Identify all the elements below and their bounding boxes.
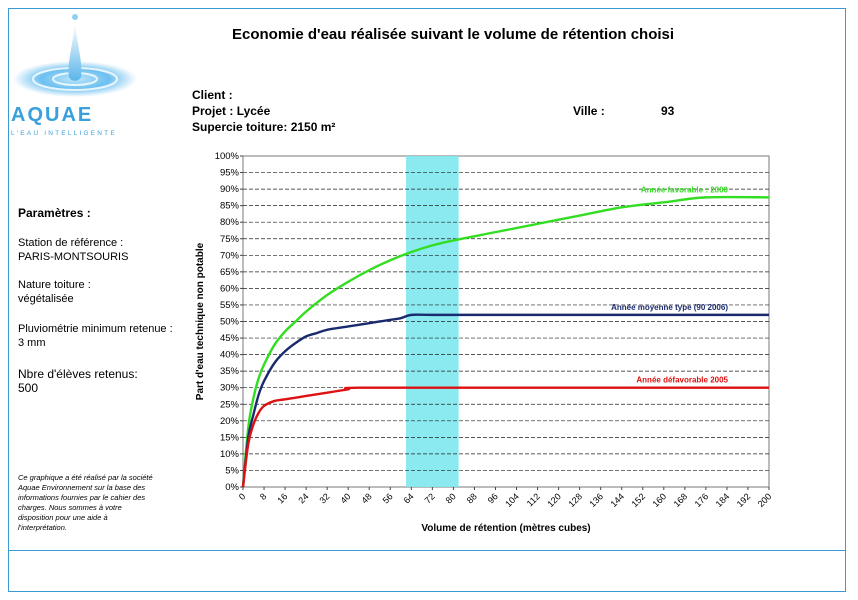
page-title: Economie d'eau réalisée suivant le volum… [232,26,675,43]
x-tick-label: 0 [237,491,248,502]
y-tick-label: 25% [220,399,240,410]
legend-label-1: Année moyenne type (90 2006) [611,303,728,312]
x-tick-label: 160 [651,491,669,509]
x-tick-label: 200 [756,491,774,509]
eleves-param: Nbre d'élèves retenus: 500 [18,367,138,395]
ville-value: 93 [661,104,675,118]
brand-name: AQUAE [11,104,93,126]
y-tick-label: 70% [220,250,240,261]
footer-divider [8,550,846,551]
x-tick-label: 144 [608,491,626,509]
x-tick-label: 72 [423,491,437,505]
legend-label-0: Année favorable : 2000 [641,185,729,194]
x-tick-label: 152 [629,491,647,509]
pluvio-label: Pluviométrie minimum retenue : [18,323,173,335]
x-tick-label: 168 [672,491,690,509]
params-title: Paramètres : [18,206,91,220]
water-drop-icon: AQUAE L'EAU INTELLIGENTE [11,14,137,137]
x-tick-label: 24 [296,491,310,505]
x-tick-label: 104 [503,491,521,509]
y-tick-label: 15% [220,432,240,443]
x-tick-label: 184 [714,491,732,509]
x-tick-label: 48 [360,491,374,505]
series-line-2 [241,386,769,488]
y-tick-label: 30% [220,383,240,394]
x-tick-label: 16 [275,491,289,505]
client-label: Client : [192,88,233,102]
series-line-1 [241,313,769,488]
series-line-0 [241,195,770,488]
eleves-value: 500 [18,381,39,395]
x-tick-label: 64 [402,491,416,505]
x-tick-label: 136 [587,491,605,509]
toiture-param: Nature toiture : végétalisée [18,278,91,306]
x-tick-label: 120 [545,491,563,509]
y-tick-label: 45% [220,333,240,344]
brand-logo: AQUAE L'EAU INTELLIGENTE [9,9,147,141]
station-value: PARIS-MONTSOURIS [18,251,129,263]
y-tick-label: 85% [220,201,240,212]
y-tick-label: 50% [220,317,240,328]
surface-value: 2150 m² [290,120,336,134]
disclaimer-note: Ce graphique a été réalisé par la sociét… [18,473,153,532]
y-tick-label: 80% [220,217,240,228]
x-tick-label: 192 [735,491,753,509]
eleves-label: Nbre d'élèves retenus: [18,367,138,381]
y-tick-label: 20% [220,416,240,427]
projet-value: Lycée [236,104,271,118]
ville-label: Ville : [573,104,605,118]
x-tick-label: 128 [566,491,584,509]
x-axis-label: Volume de rétention (mètres cubes) [421,523,590,534]
y-tick-label: 55% [220,300,240,311]
y-tick-label: 90% [220,184,240,195]
pluvio-value: 3 mm [18,337,46,349]
y-tick-label: 65% [220,267,240,278]
projet-label: Projet : [192,104,234,118]
y-tick-label: 0% [225,482,239,493]
x-tick-label: 40 [338,491,352,505]
brand-tagline: L'EAU INTELLIGENTE [11,130,117,137]
page-frame [8,8,846,592]
y-axis-label: Part d'eau technique non potable [195,242,206,400]
x-tick-label: 112 [525,491,542,508]
toiture-label: Nature toiture : [18,279,91,291]
station-label: Station de référence : [18,237,124,249]
legend-label-2: Année défavorable 2005 [636,376,728,385]
toiture-value: végétalisée [18,293,74,305]
y-tick-label: 60% [220,283,240,294]
y-tick-label: 10% [220,449,240,460]
x-tick-label: 88 [465,491,479,505]
surface-line: Supercie toiture: 2150 m² [192,120,335,134]
y-tick-label: 75% [220,234,240,245]
x-tick-label: 176 [693,491,711,509]
x-tick-label: 80 [444,491,458,505]
station-param: Station de référence : PARIS-MONTSOURIS [18,236,128,264]
x-tick-label: 8 [258,491,269,502]
x-tick-label: 56 [381,491,395,505]
x-tick-label: 96 [486,491,500,505]
projet-line: Projet : Lycée [192,104,270,118]
y-tick-label: 95% [220,168,240,179]
y-tick-label: 35% [220,366,240,377]
y-tick-label: 40% [220,350,240,361]
x-tick-label: 32 [317,491,331,505]
y-tick-label: 100% [215,151,240,162]
y-tick-label: 5% [225,465,239,476]
pluvio-param: Pluviométrie minimum retenue : 3 mm [18,322,173,350]
surface-label: Supercie toiture: [192,120,288,134]
